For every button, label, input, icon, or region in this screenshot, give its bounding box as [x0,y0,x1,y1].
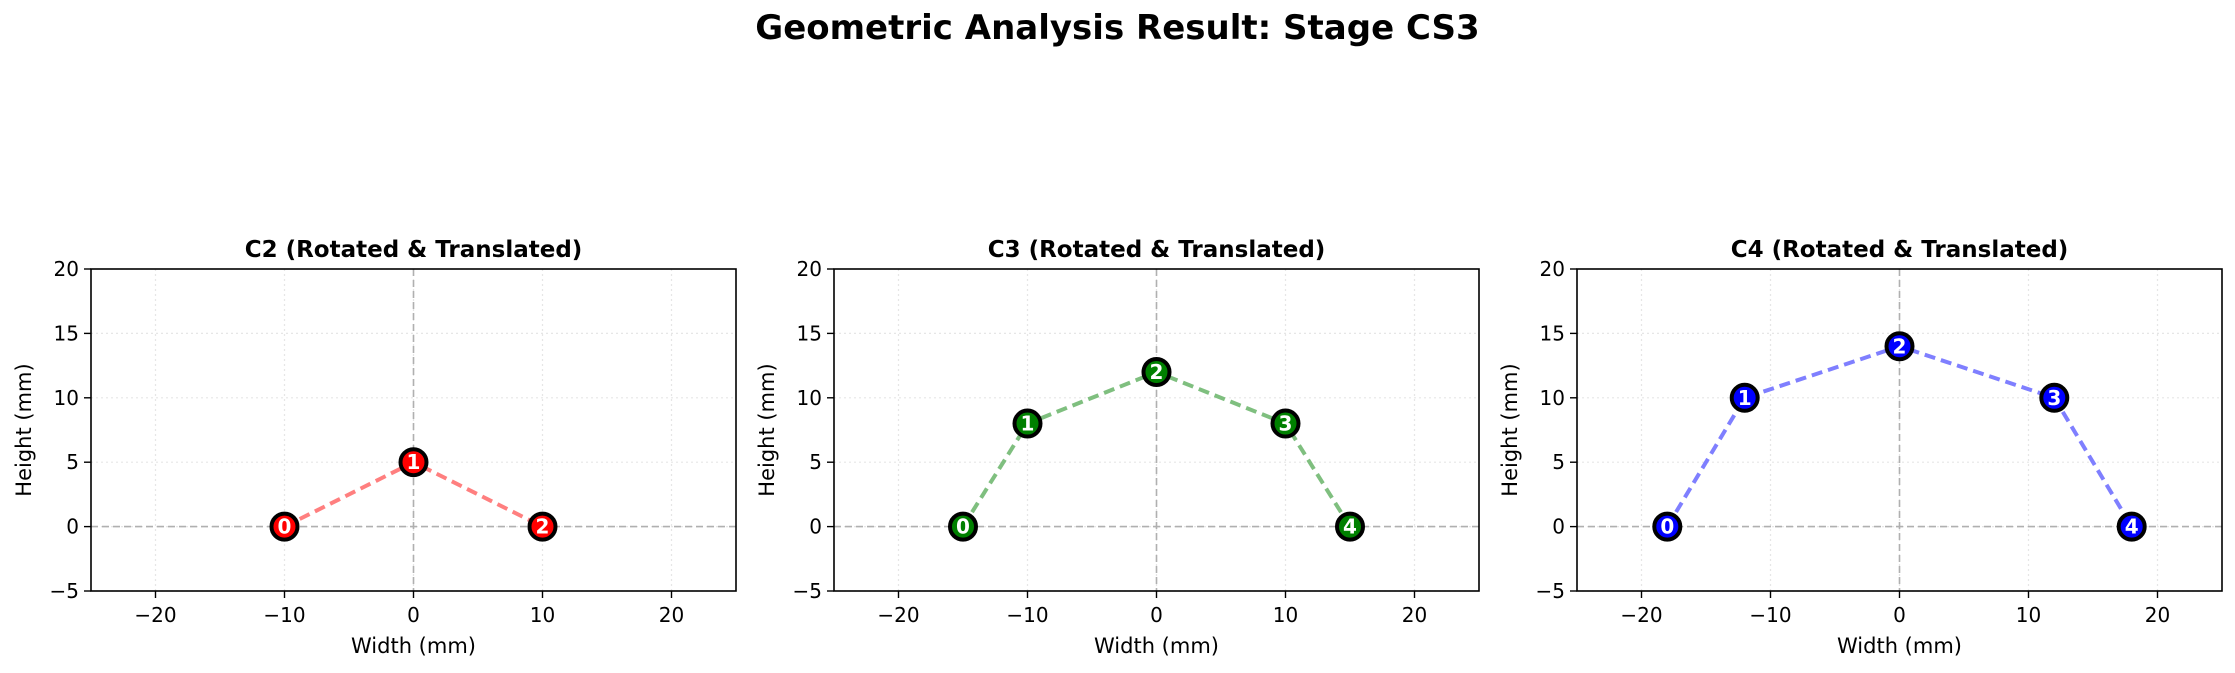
data-point-marker [1884,331,1915,362]
y-tick-label: −5 [1536,579,1565,603]
data-point-label: 4 [1343,515,1357,539]
y-tick-label: −5 [50,579,79,603]
chart-title: C2 (Rotated & Translated) [245,237,583,263]
data-point-label: 0 [956,515,970,539]
y-tick-label: −5 [793,579,822,603]
x-tick-label: 0 [1893,603,1906,627]
x-tick-label: 20 [2145,603,2170,627]
chart-title: C3 (Rotated & Translated) [988,237,1326,263]
x-axis-label: Width (mm) [351,634,476,658]
y-tick-label: 10 [797,386,822,410]
x-tick-label: −20 [877,603,919,627]
data-point-marker [1335,511,1365,542]
data-point-marker [948,511,978,542]
data-point-label: 1 [1021,412,1035,436]
chart-title: C4 (Rotated & Translated) [1731,237,2069,263]
y-tick-label: 5 [66,450,79,474]
data-point-label: 3 [1279,412,1293,436]
y-tick-label: 15 [54,321,79,345]
x-tick-label: 0 [407,603,420,627]
data-point-label: 1 [1738,386,1752,410]
data-point-marker [527,511,558,542]
data-point-label: 1 [407,450,421,474]
y-tick-label: 10 [1540,386,1565,410]
y-tick-label: 15 [1540,321,1565,345]
y-tick-label: 0 [66,515,79,539]
x-tick-label: −20 [134,603,176,627]
data-point-label: 4 [2125,515,2139,539]
x-tick-label: 20 [1402,603,1427,627]
y-tick-label: 5 [809,450,822,474]
x-tick-label: −10 [1006,603,1048,627]
data-point-label: 2 [536,515,550,539]
data-point-marker [1012,408,1043,439]
data-point-label: 2 [1893,334,1907,358]
data-point-marker [1652,511,1683,542]
x-axis-label: Width (mm) [1094,634,1219,658]
data-point-marker [2039,382,2070,413]
x-tick-label: 20 [659,603,684,627]
y-tick-label: 20 [797,257,822,281]
x-tick-label: 10 [530,603,555,627]
y-tick-label: 10 [54,386,79,410]
x-axis-label: Width (mm) [1837,634,1962,658]
x-tick-label: −10 [1749,603,1791,627]
x-tick-label: −20 [1620,603,1662,627]
data-point-label: 0 [1660,515,1674,539]
data-point-label: 3 [2047,386,2061,410]
y-axis-label: Height (mm) [1498,363,1522,496]
y-axis-label: Height (mm) [755,363,779,496]
data-point-marker [1141,357,1172,388]
data-point-marker [1270,408,1301,439]
data-point-marker [1729,382,1760,413]
y-tick-label: 5 [1552,450,1565,474]
y-tick-label: 20 [1540,257,1565,281]
y-tick-label: 20 [54,257,79,281]
x-tick-label: 0 [1150,603,1163,627]
y-tick-label: 0 [809,515,822,539]
data-point-marker [2116,511,2147,542]
y-axis-label: Height (mm) [12,363,36,496]
x-tick-label: −10 [263,603,305,627]
data-point-label: 0 [278,515,292,539]
x-tick-label: 10 [1273,603,1298,627]
y-tick-label: 0 [1552,515,1565,539]
x-tick-label: 10 [2016,603,2041,627]
data-point-marker [269,511,300,542]
data-point-marker [398,447,429,478]
data-point-label: 2 [1150,360,1164,384]
figure-title: Geometric Analysis Result: Stage CS3 [755,8,1480,48]
y-tick-label: 15 [797,321,822,345]
